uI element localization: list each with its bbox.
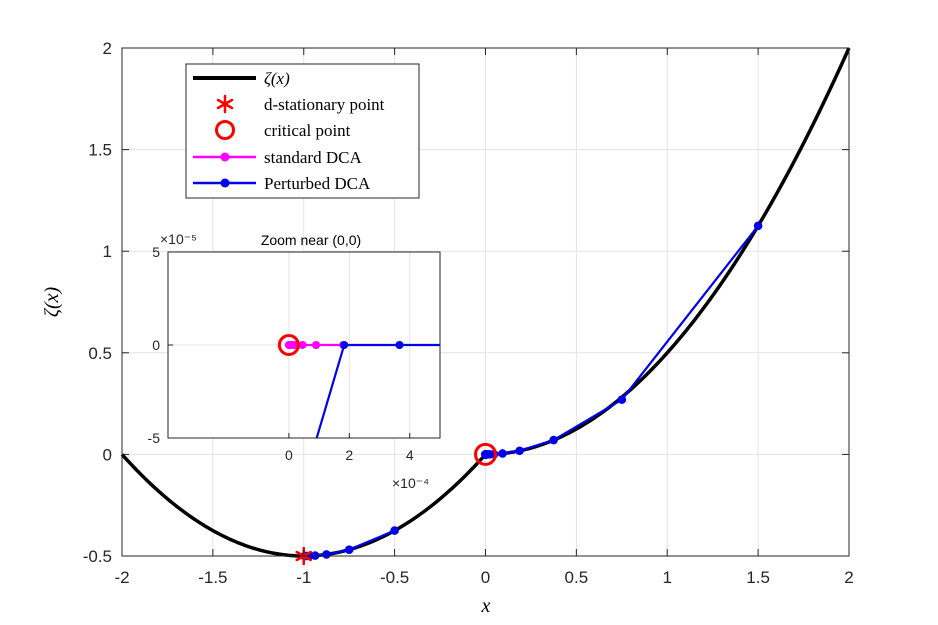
inset-title: Zoom near (0,0)	[261, 232, 361, 248]
x-tick-label: -2	[114, 568, 129, 587]
y-tick-label: 0	[103, 445, 112, 464]
legend-label-d-stationary: d-stationary point	[264, 95, 385, 114]
legend-label-zeta: ζ(x)	[264, 69, 290, 88]
inset-chart: 0 2 4 -5 0 5 Zoom near (0,0) ×10⁻⁵ ×10⁻⁴	[148, 231, 441, 491]
x-tick-label: -0.5	[380, 568, 409, 587]
inset-standard-dca-point	[312, 341, 321, 349]
inset-perturbed-dca-steep-segment--line	[315, 344, 346, 439]
y-tick-label: -0.5	[83, 547, 112, 566]
inset-y-tick-label: 0	[152, 337, 160, 353]
inset-critical-point-circle-icon	[277, 334, 300, 356]
x-tick-label: -1	[296, 568, 311, 587]
inset-x-tick-label: 4	[406, 447, 414, 463]
y-tick-label: 1.5	[88, 141, 112, 160]
inset-standard-dca-point	[284, 341, 293, 349]
legend-label-standard-dca: standard DCA	[264, 148, 362, 167]
x-tick-label: 2	[844, 568, 853, 587]
x-tick-label: 1.5	[746, 568, 770, 587]
y-tick-label: 2	[103, 39, 112, 58]
x-tick-label: 0	[481, 568, 490, 587]
inset-x-tick-label: 2	[345, 447, 353, 463]
x-tick-label: 0.5	[565, 568, 589, 587]
perturbed-dca-left-branch--point	[344, 545, 354, 554]
legend-swatch-star-icon	[216, 94, 234, 114]
x-axis-label: x	[481, 595, 491, 617]
inset-x-tick-label: 0	[285, 447, 293, 463]
inset-y-tick-label: 5	[152, 244, 160, 260]
main-ticks: -2 -1.5 -1 -0.5 0 0.5 1 1.5 2 -0.5 0 0.5 1 1.5 2	[83, 39, 854, 587]
inset-standard-dca-point	[298, 341, 307, 349]
inset-perturbed-dca-point	[395, 341, 404, 349]
perturbed-dca-point	[753, 221, 763, 231]
perturbed-dca-point	[515, 446, 524, 456]
legend-label-perturbed-dca: Perturbed DCA	[264, 174, 371, 193]
legend-label-critical: critical point	[264, 121, 351, 140]
perturbed-dca-point	[481, 450, 490, 459]
inset-x-exponent: ×10⁻⁴	[392, 475, 429, 491]
legend-marker-perturbed-dca	[220, 178, 230, 188]
legend: ζ(x) d-stationary point critical point s…	[185, 63, 420, 199]
x-tick-label: 1	[663, 568, 672, 587]
inset-plot-area	[277, 334, 440, 439]
x-tick-label: -1.5	[198, 568, 227, 587]
perturbed-dca-point	[549, 435, 558, 445]
perturbed-dca-point	[617, 395, 627, 404]
y-axis-label: ζ(x)	[41, 287, 63, 318]
inset-y-tick-label: -5	[148, 430, 161, 446]
perturbed-dca-left-branch--point	[390, 526, 399, 535]
legend-swatch-circle-icon	[215, 120, 235, 140]
y-tick-label: 0.5	[88, 344, 112, 363]
perturbed-dca-left-branch--point	[322, 550, 331, 559]
critical-point-circle-icon	[474, 442, 497, 466]
legend-box	[185, 63, 420, 199]
y-tick-label: 1	[103, 242, 112, 261]
legend-marker-standard-dca	[220, 152, 230, 162]
main-plot-area	[120, 47, 851, 566]
inset-ticks: 0 2 4 -5 0 5	[148, 244, 414, 463]
perturbed-dca-point	[498, 449, 507, 458]
inset-y-exponent: ×10⁻⁵	[160, 231, 197, 247]
